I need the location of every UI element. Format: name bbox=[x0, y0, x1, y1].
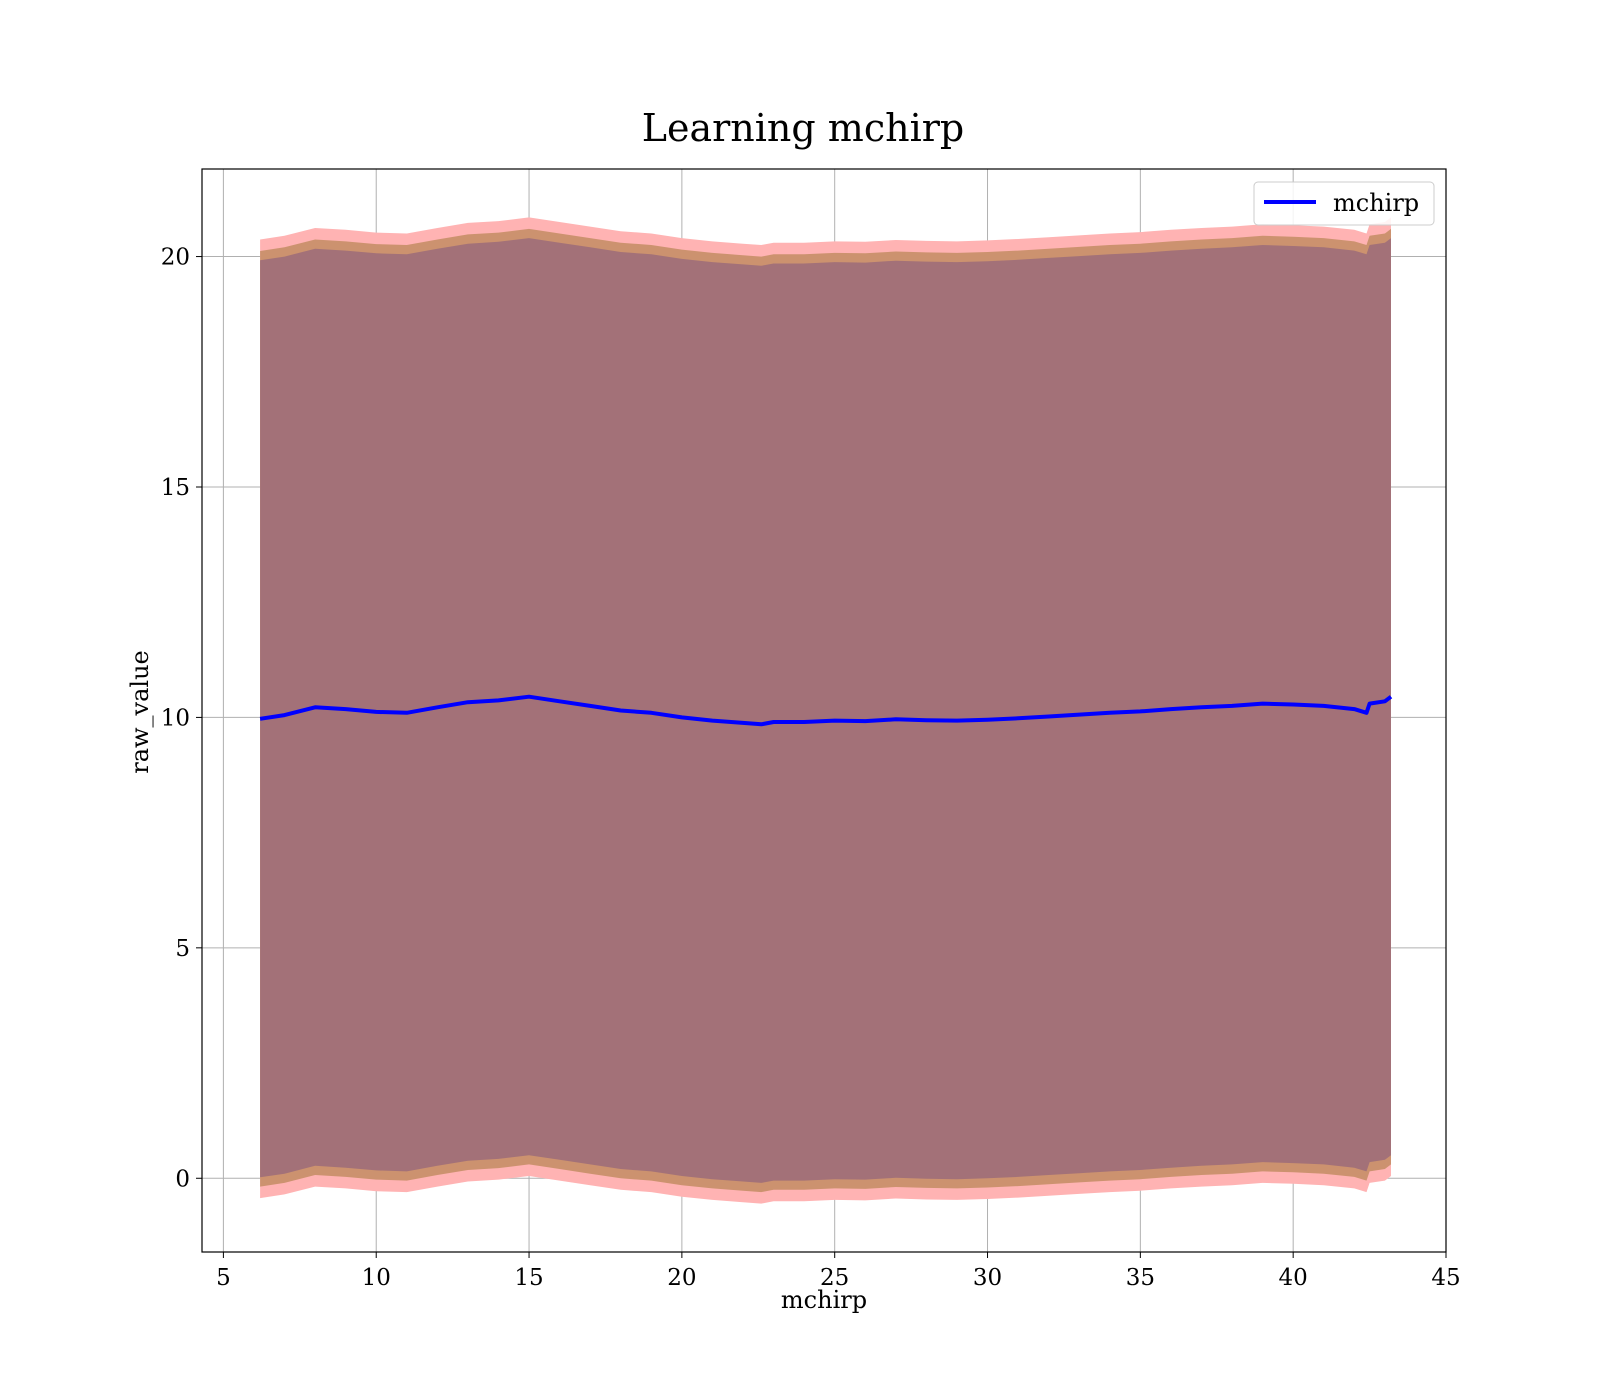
x-axis-ticks: 5 10 15 20 25 30 35 40 45 bbox=[216, 1252, 1461, 1291]
series-line-mchirp bbox=[259, 694, 1393, 727]
y-axis-label: raw_value bbox=[126, 650, 154, 774]
x-tick-label: 20 bbox=[667, 1265, 696, 1291]
band-inner_band bbox=[260, 238, 1392, 1183]
x-tick-label: 45 bbox=[1431, 1265, 1460, 1291]
y-tick-label: 20 bbox=[161, 245, 190, 271]
x-tick-label: 10 bbox=[362, 1265, 391, 1291]
legend-box bbox=[1253, 181, 1435, 226]
x-tick-label: 15 bbox=[514, 1265, 543, 1291]
x-tick-label: 40 bbox=[1279, 1265, 1308, 1291]
x-tick-label: 25 bbox=[820, 1265, 849, 1291]
confidence-bands bbox=[260, 217, 1392, 1204]
x-tick-label: 30 bbox=[973, 1265, 1002, 1291]
chart-title: Learning mchirp bbox=[642, 106, 964, 150]
legend-label-mchirp: mchirp bbox=[1333, 189, 1419, 217]
y-tick-label: 5 bbox=[175, 936, 190, 962]
y-tick-label: 0 bbox=[175, 1166, 190, 1192]
y-tick-label: 10 bbox=[161, 705, 190, 731]
series-layer bbox=[259, 694, 1393, 727]
x-tick-label: 5 bbox=[216, 1265, 231, 1291]
legend: mchirp bbox=[1253, 181, 1435, 226]
x-tick-label: 35 bbox=[1126, 1265, 1155, 1291]
y-tick-label: 15 bbox=[161, 475, 190, 501]
y-axis-ticks: 0 5 10 15 20 bbox=[161, 245, 202, 1192]
x-axis-label: mchirp bbox=[781, 1286, 867, 1314]
plot-frame bbox=[201, 168, 1447, 1253]
